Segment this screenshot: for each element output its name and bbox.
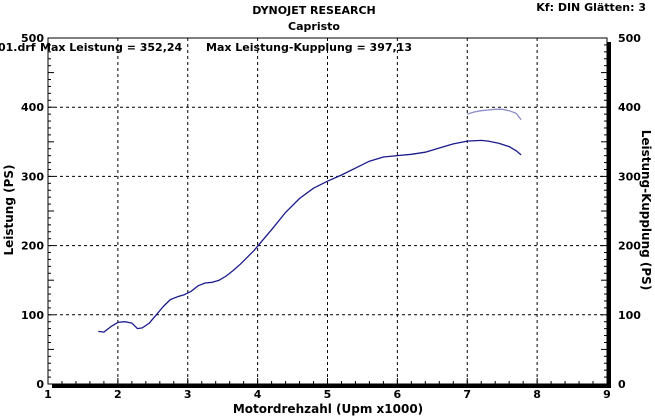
x-tick-label: 7 — [463, 388, 471, 401]
x-tick-label: 8 — [533, 388, 541, 401]
file-name: 01.drf — [0, 41, 36, 54]
y-tick-label: 0 — [36, 378, 44, 391]
x-tick-label: 4 — [254, 388, 262, 401]
y-tick-label: 500 — [21, 32, 44, 45]
y-tick-label: 400 — [21, 101, 44, 114]
x-tick-label: 3 — [184, 388, 192, 401]
series-leistung-line — [98, 139, 522, 333]
y2-tick-label: 200 — [618, 240, 641, 253]
x-axis-label: Motordrehzahl (Upm x1000) — [233, 402, 423, 416]
y2-axis-label: Leistung-Kupplung (PS) — [639, 130, 653, 291]
y2-tick-label: 500 — [618, 32, 641, 45]
max-leistung-label: Max Leistung = 352,24 — [40, 41, 183, 54]
data-series — [98, 108, 522, 333]
plot-area — [47, 37, 611, 388]
x-tick-label: 9 — [603, 388, 611, 401]
grid-lines — [48, 38, 607, 384]
x-tick-label: 2 — [114, 388, 122, 401]
y-tick-label: 300 — [21, 170, 44, 183]
axis-ticks: 1 2 3 4 5 6 7 8 90100200300400500010020030040050… — [21, 32, 641, 401]
y2-tick-label: 300 — [618, 170, 641, 183]
y2-tick-label: 0 — [618, 378, 626, 391]
y2-tick-label: 100 — [618, 309, 641, 322]
x-tick-label: 1 — [44, 388, 52, 401]
y-tick-label: 100 — [21, 309, 44, 322]
chart-title: DYNOJET RESEARCH — [252, 4, 375, 17]
y-tick-label: 200 — [21, 240, 44, 253]
x-tick-label: 5 — [324, 388, 332, 401]
y2-tick-label: 400 — [618, 101, 641, 114]
chart-subtitle: Capristo — [288, 20, 340, 33]
corfactor-label: Kf: DIN Glätten: 3 — [536, 1, 646, 14]
series-kupplung-line — [467, 108, 522, 121]
x-tick-label: 6 — [394, 388, 402, 401]
max-kupplung-label: Max Leistung-Kupplung = 397,13 — [206, 41, 412, 54]
y-axis-label: Leistung (PS) — [2, 164, 16, 255]
